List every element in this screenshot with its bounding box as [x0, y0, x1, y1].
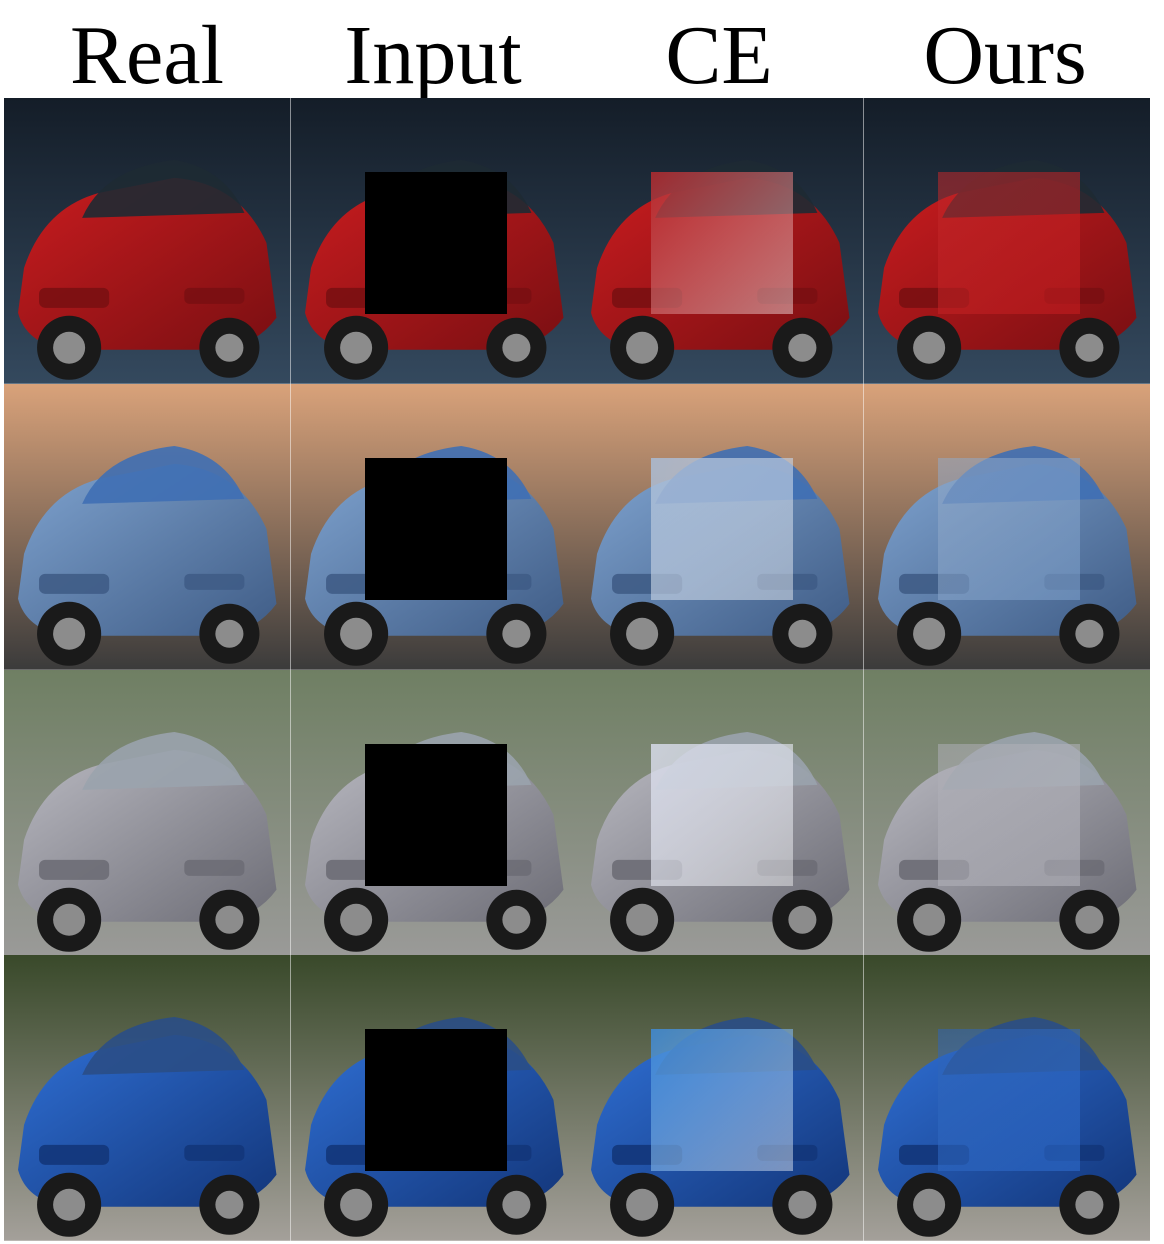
ours-filled-region [937, 1029, 1080, 1172]
image-silver-car-input [290, 669, 577, 956]
image-blue-car-real [4, 955, 291, 1241]
missing-region-mask [364, 1029, 507, 1172]
column-title-real: Real [70, 9, 224, 102]
image-blue-car-ce [577, 955, 864, 1241]
column-title-ours: Ours [923, 9, 1087, 102]
image-silver-blue-car-input [290, 383, 577, 670]
image-red-car-real [4, 98, 291, 384]
image-red-car-ce [577, 98, 864, 384]
ours-filled-region [937, 172, 1080, 314]
image-silver-car-ours [863, 669, 1150, 956]
image-silver-car-real [4, 669, 291, 956]
column-title-ce: CE [665, 9, 773, 102]
ce-filled-region [651, 1029, 793, 1172]
image-grid [4, 98, 1150, 1241]
ce-filled-region [651, 172, 793, 314]
column-header: Real Input CE Ours [0, 0, 1164, 98]
image-red-car-input [290, 98, 577, 384]
column-title-input: Input [344, 9, 522, 102]
missing-region-mask [364, 743, 507, 886]
ce-filled-region [651, 743, 793, 886]
missing-region-mask [364, 457, 507, 600]
ce-filled-region [651, 457, 793, 600]
ours-filled-region [937, 457, 1080, 600]
image-silver-blue-car-ours [863, 383, 1150, 670]
image-blue-car-ours [863, 955, 1150, 1241]
image-silver-blue-car-real [4, 383, 291, 670]
image-red-car-ours [863, 98, 1150, 384]
image-silver-car-ce [577, 669, 864, 956]
ours-filled-region [937, 743, 1080, 886]
missing-region-mask [364, 172, 507, 314]
image-blue-car-input [290, 955, 577, 1241]
image-silver-blue-car-ce [577, 383, 864, 670]
